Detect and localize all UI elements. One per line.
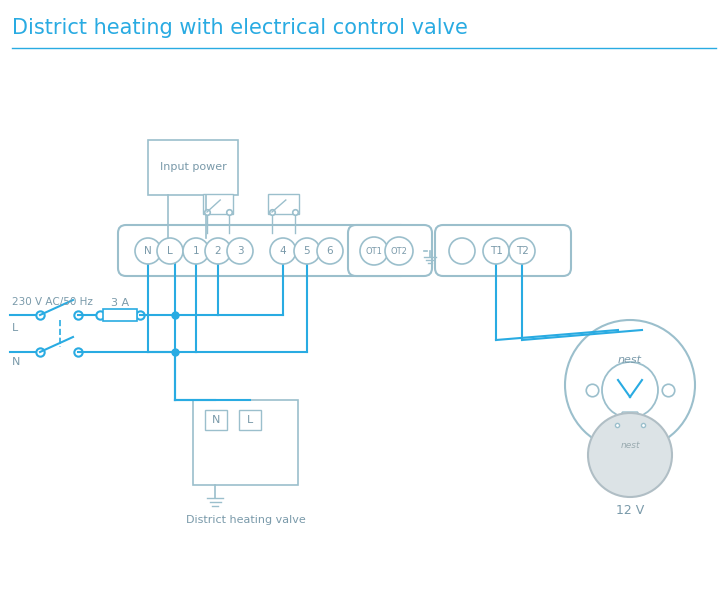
- Circle shape: [294, 238, 320, 264]
- Text: District heating with electrical control valve: District heating with electrical control…: [12, 18, 468, 38]
- Text: 3: 3: [237, 246, 243, 256]
- Text: nest: nest: [618, 355, 642, 365]
- Text: 1: 1: [193, 246, 199, 256]
- Circle shape: [449, 238, 475, 264]
- Text: L: L: [247, 415, 253, 425]
- Text: N: N: [144, 246, 152, 256]
- Circle shape: [360, 237, 388, 265]
- FancyBboxPatch shape: [268, 194, 299, 214]
- FancyBboxPatch shape: [193, 400, 298, 485]
- Text: L: L: [167, 246, 173, 256]
- Text: T1: T1: [489, 246, 502, 256]
- Text: 5: 5: [304, 246, 310, 256]
- FancyBboxPatch shape: [203, 194, 233, 214]
- Circle shape: [135, 238, 161, 264]
- FancyBboxPatch shape: [103, 309, 137, 321]
- Text: 4: 4: [280, 246, 286, 256]
- Text: 12 V: 12 V: [616, 504, 644, 517]
- FancyBboxPatch shape: [148, 140, 238, 195]
- Text: N: N: [12, 357, 20, 367]
- Circle shape: [270, 238, 296, 264]
- Text: OT1: OT1: [365, 247, 382, 255]
- Circle shape: [509, 238, 535, 264]
- FancyBboxPatch shape: [435, 225, 571, 276]
- Text: nest: nest: [620, 441, 640, 450]
- Circle shape: [205, 238, 231, 264]
- Circle shape: [183, 238, 209, 264]
- Text: L: L: [12, 323, 18, 333]
- Text: 2: 2: [215, 246, 221, 256]
- Text: District heating valve: District heating valve: [186, 515, 305, 525]
- Text: N: N: [212, 415, 220, 425]
- Circle shape: [317, 238, 343, 264]
- Text: 6: 6: [327, 246, 333, 256]
- Circle shape: [157, 238, 183, 264]
- Circle shape: [227, 238, 253, 264]
- Text: 230 V AC/50 Hz: 230 V AC/50 Hz: [12, 297, 93, 307]
- Text: 3 A: 3 A: [111, 298, 129, 308]
- FancyBboxPatch shape: [239, 410, 261, 430]
- Text: Input power: Input power: [159, 163, 226, 172]
- FancyBboxPatch shape: [348, 225, 432, 276]
- Circle shape: [588, 413, 672, 497]
- Circle shape: [483, 238, 509, 264]
- Text: T2: T2: [515, 246, 529, 256]
- FancyBboxPatch shape: [118, 225, 409, 276]
- Circle shape: [565, 320, 695, 450]
- FancyBboxPatch shape: [622, 412, 638, 423]
- Circle shape: [602, 362, 658, 418]
- Text: OT2: OT2: [390, 247, 408, 255]
- FancyBboxPatch shape: [205, 410, 227, 430]
- Circle shape: [385, 237, 413, 265]
